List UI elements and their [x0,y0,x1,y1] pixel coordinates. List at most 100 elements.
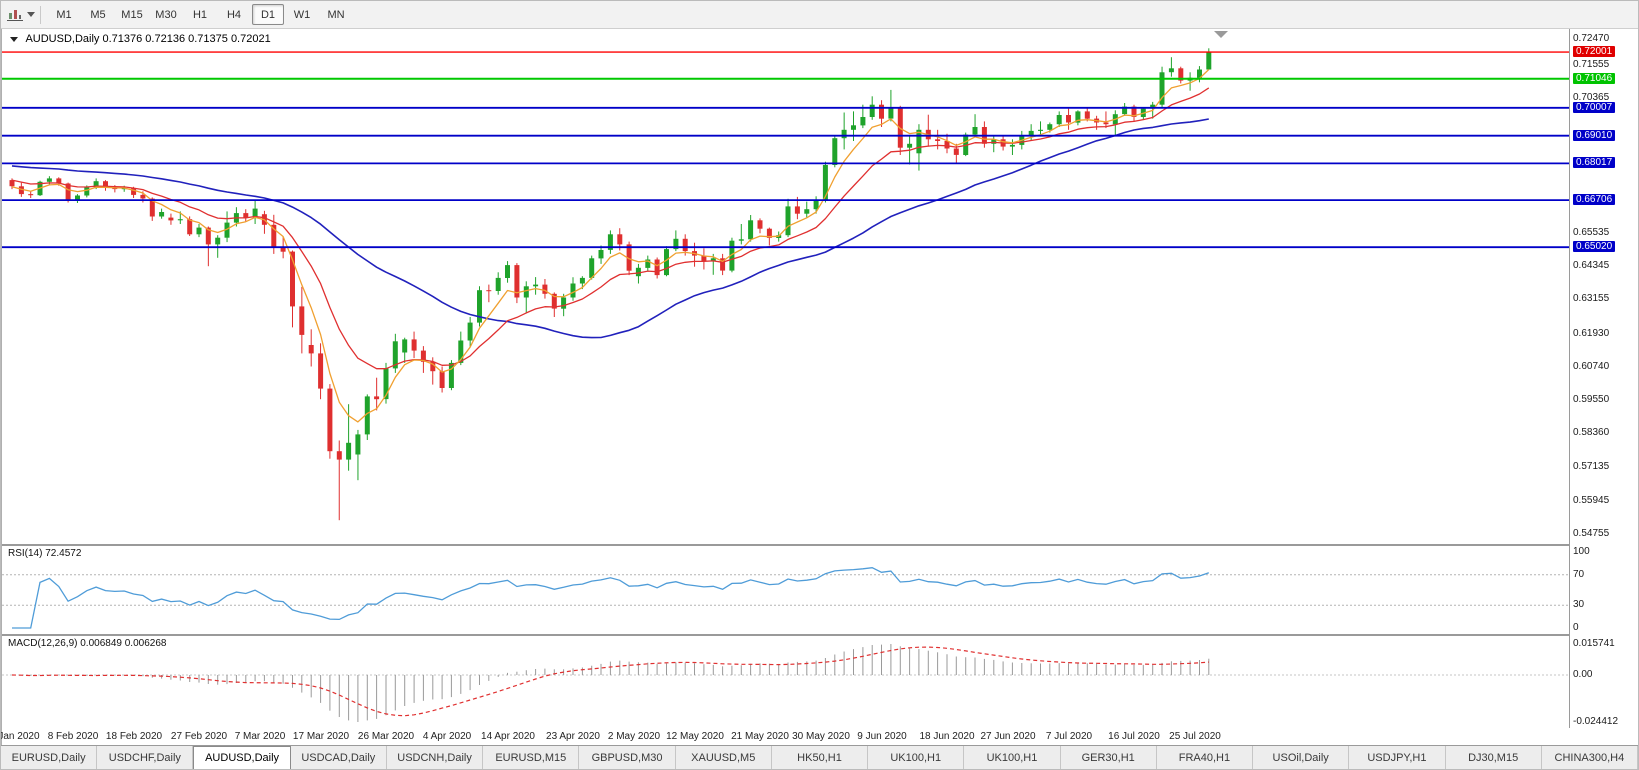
chart-symbol-period: AUDUSD,Daily [25,33,100,45]
price-level-badge: 0.70007 [1573,102,1616,113]
tab-usdjpy-h1[interactable]: USDJPY,H1 [1349,746,1446,769]
price-axis-label: 0.55945 [1573,495,1610,506]
panel-splitter[interactable] [2,544,1638,546]
price-axis-label: 0.60740 [1573,361,1610,372]
date-axis-label: 4 Apr 2020 [422,731,472,742]
tab-dj30-m15[interactable]: DJ30,M15 [1446,746,1542,769]
date-axis-label: 16 Jul 2020 [1108,731,1160,742]
date-axis-label: 30 May 2020 [792,731,850,742]
date-axis-label: 17 Mar 2020 [292,731,350,742]
timeframe-button-w1[interactable]: W1 [293,8,311,21]
tab-fra40-h1[interactable]: FRA40,H1 [1157,746,1254,769]
date-axis-label: 7 Mar 2020 [234,731,286,742]
rsi-canvas[interactable] [2,546,1569,634]
toolbar-separator [40,5,41,24]
chart-shift-marker-icon[interactable] [1214,31,1228,38]
timeframe-button-h4[interactable]: H4 [226,8,242,21]
chart-area[interactable]: AUDUSD,Daily 0.71376 0.72136 0.71375 0.7… [1,29,1638,747]
tab-eurusd-daily[interactable]: EURUSD,Daily [1,746,98,769]
price-axis-label: 0.58360 [1573,427,1610,438]
tab-uk100-h1[interactable]: UK100,H1 [964,746,1061,769]
tab-usoil-daily[interactable]: USOil,Daily [1253,746,1350,769]
date-axis-label: 18 Feb 2020 [105,731,163,742]
timeframe-button-d1[interactable]: D1 [252,4,284,25]
macd-panel[interactable] [2,636,1569,728]
price-axis-label: 0.59550 [1573,394,1610,405]
macd-canvas[interactable] [2,636,1569,728]
macd-signal-line [11,646,1209,717]
rsi-label: RSI(14) 72.4572 [8,548,81,559]
tab-usdcnh-daily[interactable]: USDCNH,Daily [387,746,484,769]
rsi-panel[interactable] [2,546,1569,634]
timeframe-button-mn[interactable]: MN [327,8,345,21]
tab-usdcad-daily[interactable]: USDCAD,Daily [291,746,387,769]
timeframe-button-m1[interactable]: M1 [56,8,72,21]
price-level-badge: 0.68017 [1573,157,1616,168]
rsi-axis-label: 70 [1573,569,1585,580]
tab-audusd-daily[interactable]: AUDUSD,Daily [193,746,291,769]
price-level-badge: 0.65020 [1573,241,1616,252]
price-axis-label: 0.72001 [1573,46,1616,58]
price-axis-label: 0.61930 [1573,328,1610,339]
charts-icon[interactable] [7,8,23,22]
price-axis-label: 0.57135 [1573,461,1610,472]
price-axis[interactable]: 0.72470 0.72001 0.71555 0.71046 0.70365 0.700… [1570,29,1638,728]
date-axis-label: 8 Feb 2020 [47,731,99,742]
macd-title: MACD(12,26,9) [8,638,78,649]
tab-gbpusd-m30[interactable]: GBPUSD,M30 [579,746,676,769]
price-axis-label: 0.70365 [1573,92,1610,103]
timeframe-button-m15[interactable]: M15 [121,8,143,21]
timeframe-button-h1[interactable]: H1 [192,8,208,21]
date-axis-label: 27 Feb 2020 [170,731,228,742]
tab-ger30-h1[interactable]: GER30,H1 [1061,746,1157,769]
macd-histogram [20,644,1210,722]
rsi-axis-label: 30 [1573,599,1585,610]
tab-usdchf-daily[interactable]: USDCHF,Daily [97,746,194,769]
date-axis-label: 7 Jul 2020 [1045,731,1093,742]
date-axis-label: 27 Jun 2020 [980,731,1036,742]
chart-tabs-bar: EURUSD,Daily USDCHF,Daily AUDUSD,Daily USDC… [1,745,1638,769]
price-level-badge: 0.66706 [1573,194,1616,205]
chart-title: AUDUSD,Daily 0.71376 0.72136 0.71375 0.7… [10,33,271,45]
price-level-badge: 0.71046 [1573,73,1616,84]
price-axis-label: 0.71555 [1573,59,1610,70]
charts-icon-glyph [7,9,23,21]
price-axis-label: 0.66706 [1573,194,1616,206]
ma-mid-red-line [11,87,1210,370]
tab-uk100-h1[interactable]: UK100,H1 [868,746,965,769]
panel-splitter[interactable] [2,634,1638,636]
rsi-line [12,567,1210,629]
main-chart-canvas[interactable] [2,29,1569,544]
tab-hk50-h1[interactable]: HK50,H1 [772,746,869,769]
date-axis-label: 23 Apr 2020 [546,731,600,742]
price-axis-label: 0.64345 [1573,260,1610,271]
price-axis-label: 0.54755 [1573,528,1610,539]
tab-xauusd-m5[interactable]: XAUUSD,M5 [676,746,772,769]
dropdown-caret-icon[interactable] [27,12,35,17]
rsi-axis-label: 0 [1573,622,1579,633]
tab-eurusd-m15[interactable]: EURUSD,M15 [483,746,580,769]
timeframe-button-m5[interactable]: M5 [90,8,106,21]
candles-group [9,48,1212,521]
date-axis-label: 18 Jun 2020 [919,731,975,742]
tab-china300-h4[interactable]: CHINA300,H4 [1542,746,1638,769]
price-panel[interactable] [2,29,1569,544]
chart-menu-icon[interactable] [10,37,18,42]
price-axis-label: 0.65020 [1573,241,1616,253]
date-axis-label: 9 Jun 2020 [857,731,907,742]
timeframe-buttons: M1 M5 M15 M30 H1 H4 D1 W1 MN [47,4,353,25]
macd-axis-label: 0.00 [1573,669,1593,680]
date-axis-label: 12 May 2020 [666,731,724,742]
date-axis-label: 25 Jul 2020 [1169,731,1221,742]
axis-separator-line [1569,29,1570,728]
ma-slow-blue-line [11,118,1209,339]
timeframe-button-m30[interactable]: M30 [155,8,177,21]
price-axis-label: 0.72470 [1573,33,1610,44]
price-axis-label: 0.70007 [1573,102,1616,114]
price-level-badge: 0.69010 [1573,130,1616,141]
ma-fast-orange-line [11,69,1210,423]
time-axis[interactable]: 30 Jan 2020 8 Feb 2020 18 Feb 2020 27 Feb 2… [1,728,1569,747]
price-level-badge: 0.72001 [1573,46,1616,57]
macd-axis-label: -0.024412 [1573,716,1619,727]
